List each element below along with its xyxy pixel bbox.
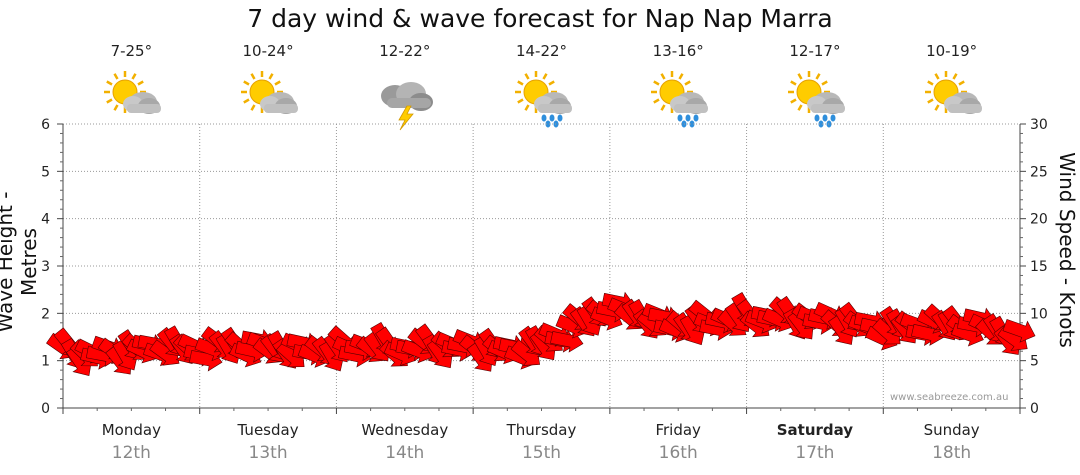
day-temperature: 7-25°: [110, 42, 153, 60]
y-tick-label-right: 0: [1030, 401, 1039, 417]
day-temperature: 10-19°: [926, 42, 978, 60]
watermark: www.seabreeze.com.au: [890, 392, 1009, 403]
day-name: Wednesday: [361, 421, 449, 439]
cloud-shape: [670, 92, 709, 114]
day-temperature: 13-16°: [652, 42, 704, 60]
wind-arrows: [46, 291, 1036, 377]
day-date: 15th: [521, 443, 562, 463]
storm-icon: [373, 66, 443, 131]
y-tick-label-right: 20: [1030, 212, 1048, 228]
day-date: 14th: [385, 443, 425, 463]
cloud-shape: [943, 92, 982, 114]
day-date: 12th: [111, 443, 151, 463]
y-tick-label-left: 6: [41, 117, 50, 133]
sun-cloud-icon: [920, 66, 990, 126]
y-tick-label-right: 5: [1030, 354, 1039, 370]
day-name: Sunday: [923, 421, 980, 439]
chart-title: 7 day wind & wave forecast for Nap Nap M…: [247, 4, 833, 33]
day-name: Monday: [101, 421, 161, 439]
day-name: Thursday: [506, 421, 577, 439]
day-temperature: 12-22°: [379, 42, 431, 60]
y-tick-label-left: 3: [41, 259, 50, 275]
y-tick-label-left: 1: [41, 354, 50, 370]
storm-cloud-shape: [380, 82, 433, 111]
y-tick-label-left: 2: [41, 306, 50, 322]
day-temperature: 10-24°: [242, 42, 294, 60]
cloud-shape: [260, 92, 299, 114]
y-tick-label-right: 15: [1030, 259, 1048, 275]
wind-arrow: [1002, 318, 1036, 343]
cloud-shape: [123, 92, 162, 114]
day-name: Tuesday: [237, 421, 299, 439]
day-date: 13th: [248, 443, 288, 463]
day-name: Saturday: [776, 421, 854, 439]
rain-drops: [541, 114, 562, 128]
y-tick-label-left: 4: [41, 212, 50, 228]
lightning-bolt: [398, 105, 414, 131]
day-date: 16th: [658, 443, 698, 463]
sun-rain-icon: [783, 66, 853, 128]
y-tick-label-right: 10: [1030, 306, 1048, 322]
y-tick-label-left: 5: [41, 164, 50, 180]
cloud-shape: [806, 92, 845, 114]
y-tick-label-right: 30: [1030, 117, 1048, 133]
day-date: 18th: [932, 443, 972, 463]
rain-drops: [677, 114, 699, 128]
day-date: 17th: [795, 443, 835, 463]
day-temperature: 12-17°: [789, 42, 841, 60]
day-name: Friday: [655, 421, 701, 439]
cloud-shape: [533, 92, 572, 114]
sun-rain-icon: [646, 66, 716, 128]
sun-cloud-icon: [236, 66, 306, 126]
sun-rain-icon: [510, 66, 580, 128]
y-tick-label-right: 25: [1030, 164, 1048, 180]
y-tick-label-left: 0: [41, 401, 50, 417]
day-temperature: 14-22°: [515, 42, 568, 60]
sun-cloud-icon: [99, 66, 169, 126]
